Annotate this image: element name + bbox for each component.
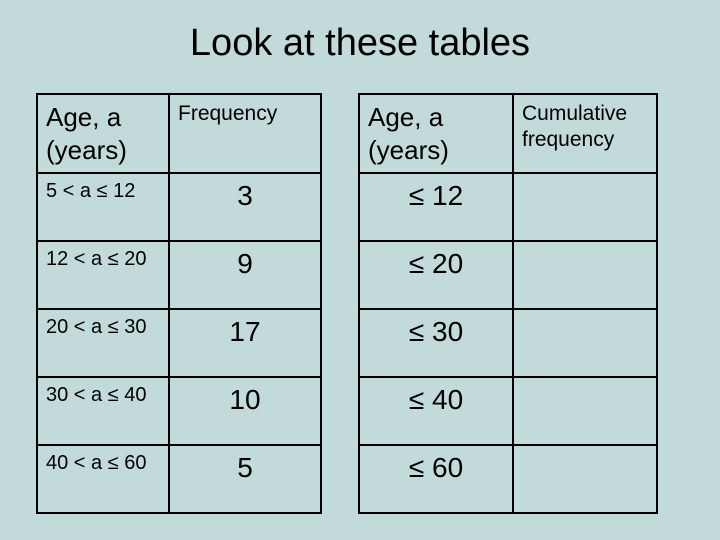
age-upper: ≤ 20 [359, 241, 513, 309]
age-range: 20 < a ≤ 30 [37, 309, 169, 377]
table-row: ≤ 20 [359, 241, 657, 309]
table-row: ≤ 60 [359, 445, 657, 513]
table-row: ≤ 12 [359, 173, 657, 241]
cumulative-value [513, 309, 657, 377]
age-range: 12 < a ≤ 20 [37, 241, 169, 309]
frequency-table: Age, a (years) Frequency 5 < a ≤ 12 3 12… [36, 93, 322, 514]
age-upper: ≤ 30 [359, 309, 513, 377]
age-range: 5 < a ≤ 12 [37, 173, 169, 241]
header-age: Age, a (years) [359, 94, 513, 173]
frequency-value: 3 [169, 173, 321, 241]
header-frequency: Frequency [169, 94, 321, 173]
age-range: 40 < a ≤ 60 [37, 445, 169, 513]
table-row: ≤ 30 [359, 309, 657, 377]
cumulative-value [513, 173, 657, 241]
frequency-value: 5 [169, 445, 321, 513]
table-row: 30 < a ≤ 40 10 [37, 377, 321, 445]
cumulative-value [513, 445, 657, 513]
cumulative-value [513, 377, 657, 445]
frequency-value: 9 [169, 241, 321, 309]
age-upper: ≤ 12 [359, 173, 513, 241]
frequency-value: 17 [169, 309, 321, 377]
frequency-value: 10 [169, 377, 321, 445]
table-row: 40 < a ≤ 60 5 [37, 445, 321, 513]
table-row: ≤ 40 [359, 377, 657, 445]
age-upper: ≤ 60 [359, 445, 513, 513]
header-age: Age, a (years) [37, 94, 169, 173]
table-header-row: Age, a (years) Frequency [37, 94, 321, 173]
table-row: 20 < a ≤ 30 17 [37, 309, 321, 377]
table-row: 5 < a ≤ 12 3 [37, 173, 321, 241]
cumulative-table: Age, a (years) Cumulative frequency ≤ 12… [358, 93, 658, 514]
table-header-row: Age, a (years) Cumulative frequency [359, 94, 657, 173]
table-row: 12 < a ≤ 20 9 [37, 241, 321, 309]
age-upper: ≤ 40 [359, 377, 513, 445]
tables-container: Age, a (years) Frequency 5 < a ≤ 12 3 12… [0, 83, 720, 514]
header-cumulative: Cumulative frequency [513, 94, 657, 173]
page-title: Look at these tables [0, 0, 720, 83]
cumulative-value [513, 241, 657, 309]
age-range: 30 < a ≤ 40 [37, 377, 169, 445]
